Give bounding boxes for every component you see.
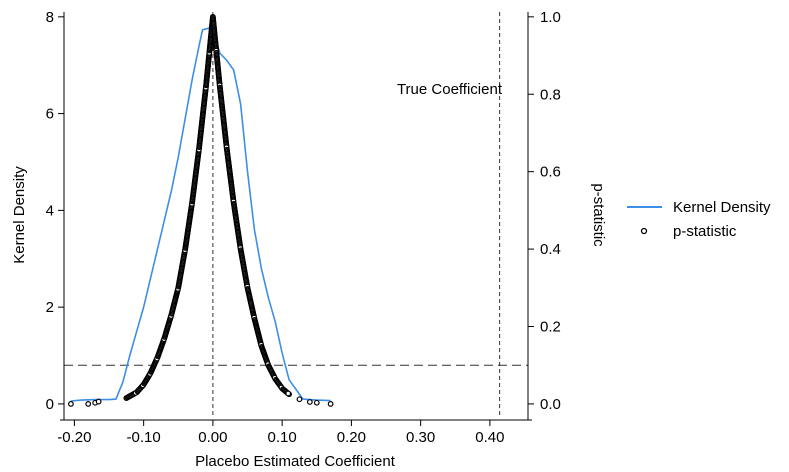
x-tick-label: 0.00 — [198, 429, 227, 446]
p-statistic-point — [85, 401, 92, 407]
y-right-tick-label: 0.0 — [540, 396, 561, 413]
density-series — [70, 16, 331, 402]
legend-density-label: Kernel Density — [673, 199, 771, 216]
y-left-tick-label: 2 — [46, 299, 54, 316]
p-statistic-series — [68, 13, 334, 407]
reference-lines — [64, 12, 528, 416]
y-right-tick-label: 0.2 — [540, 318, 561, 335]
x-tick-label: 0.20 — [337, 429, 366, 446]
p-statistic-point — [306, 399, 313, 405]
p-statistic-point — [327, 401, 334, 407]
p-statistic-point — [313, 399, 320, 406]
x-tick-label: -0.20 — [57, 429, 91, 446]
legend: Kernel Density p-statistic — [627, 199, 771, 240]
y-left-tick-label: 6 — [46, 106, 54, 123]
y-left-tick-label: 8 — [46, 9, 54, 26]
x-axis-title: Placebo Estimated Coefficient — [195, 453, 396, 470]
y-left-tick-label: 0 — [46, 396, 54, 413]
x-tick-label: 0.30 — [406, 429, 435, 446]
x-tick-label: 0.10 — [268, 429, 297, 446]
density-line — [70, 16, 331, 402]
legend-points-label: p-statistic — [673, 223, 737, 240]
legend-points-swatch — [640, 227, 648, 235]
axes: -0.20 -0.10 0.00 0.10 0.20 0.30 0.40 0 2 4 6 8 0.0 0.… — [46, 9, 561, 446]
y-right-tick-label: 1.0 — [540, 9, 561, 26]
y-right-tick-label: 0.8 — [540, 86, 561, 103]
y-axis-left-title: Kernel Density — [11, 166, 28, 264]
p-statistic-point — [95, 398, 102, 405]
p-statistic-point — [68, 401, 74, 407]
x-tick-label: 0.40 — [475, 429, 504, 446]
y-axis-right-title: p-statistic — [590, 183, 607, 247]
x-tick-label: -0.10 — [127, 429, 161, 446]
p-statistic-point — [285, 390, 292, 397]
y-right-tick-label: 0.4 — [540, 241, 561, 258]
y-left-tick-label: 4 — [46, 202, 54, 219]
p-statistic-point — [296, 396, 303, 403]
y-right-tick-label: 0.6 — [540, 164, 561, 181]
true-coefficient-label: True Coefficient — [397, 81, 503, 98]
